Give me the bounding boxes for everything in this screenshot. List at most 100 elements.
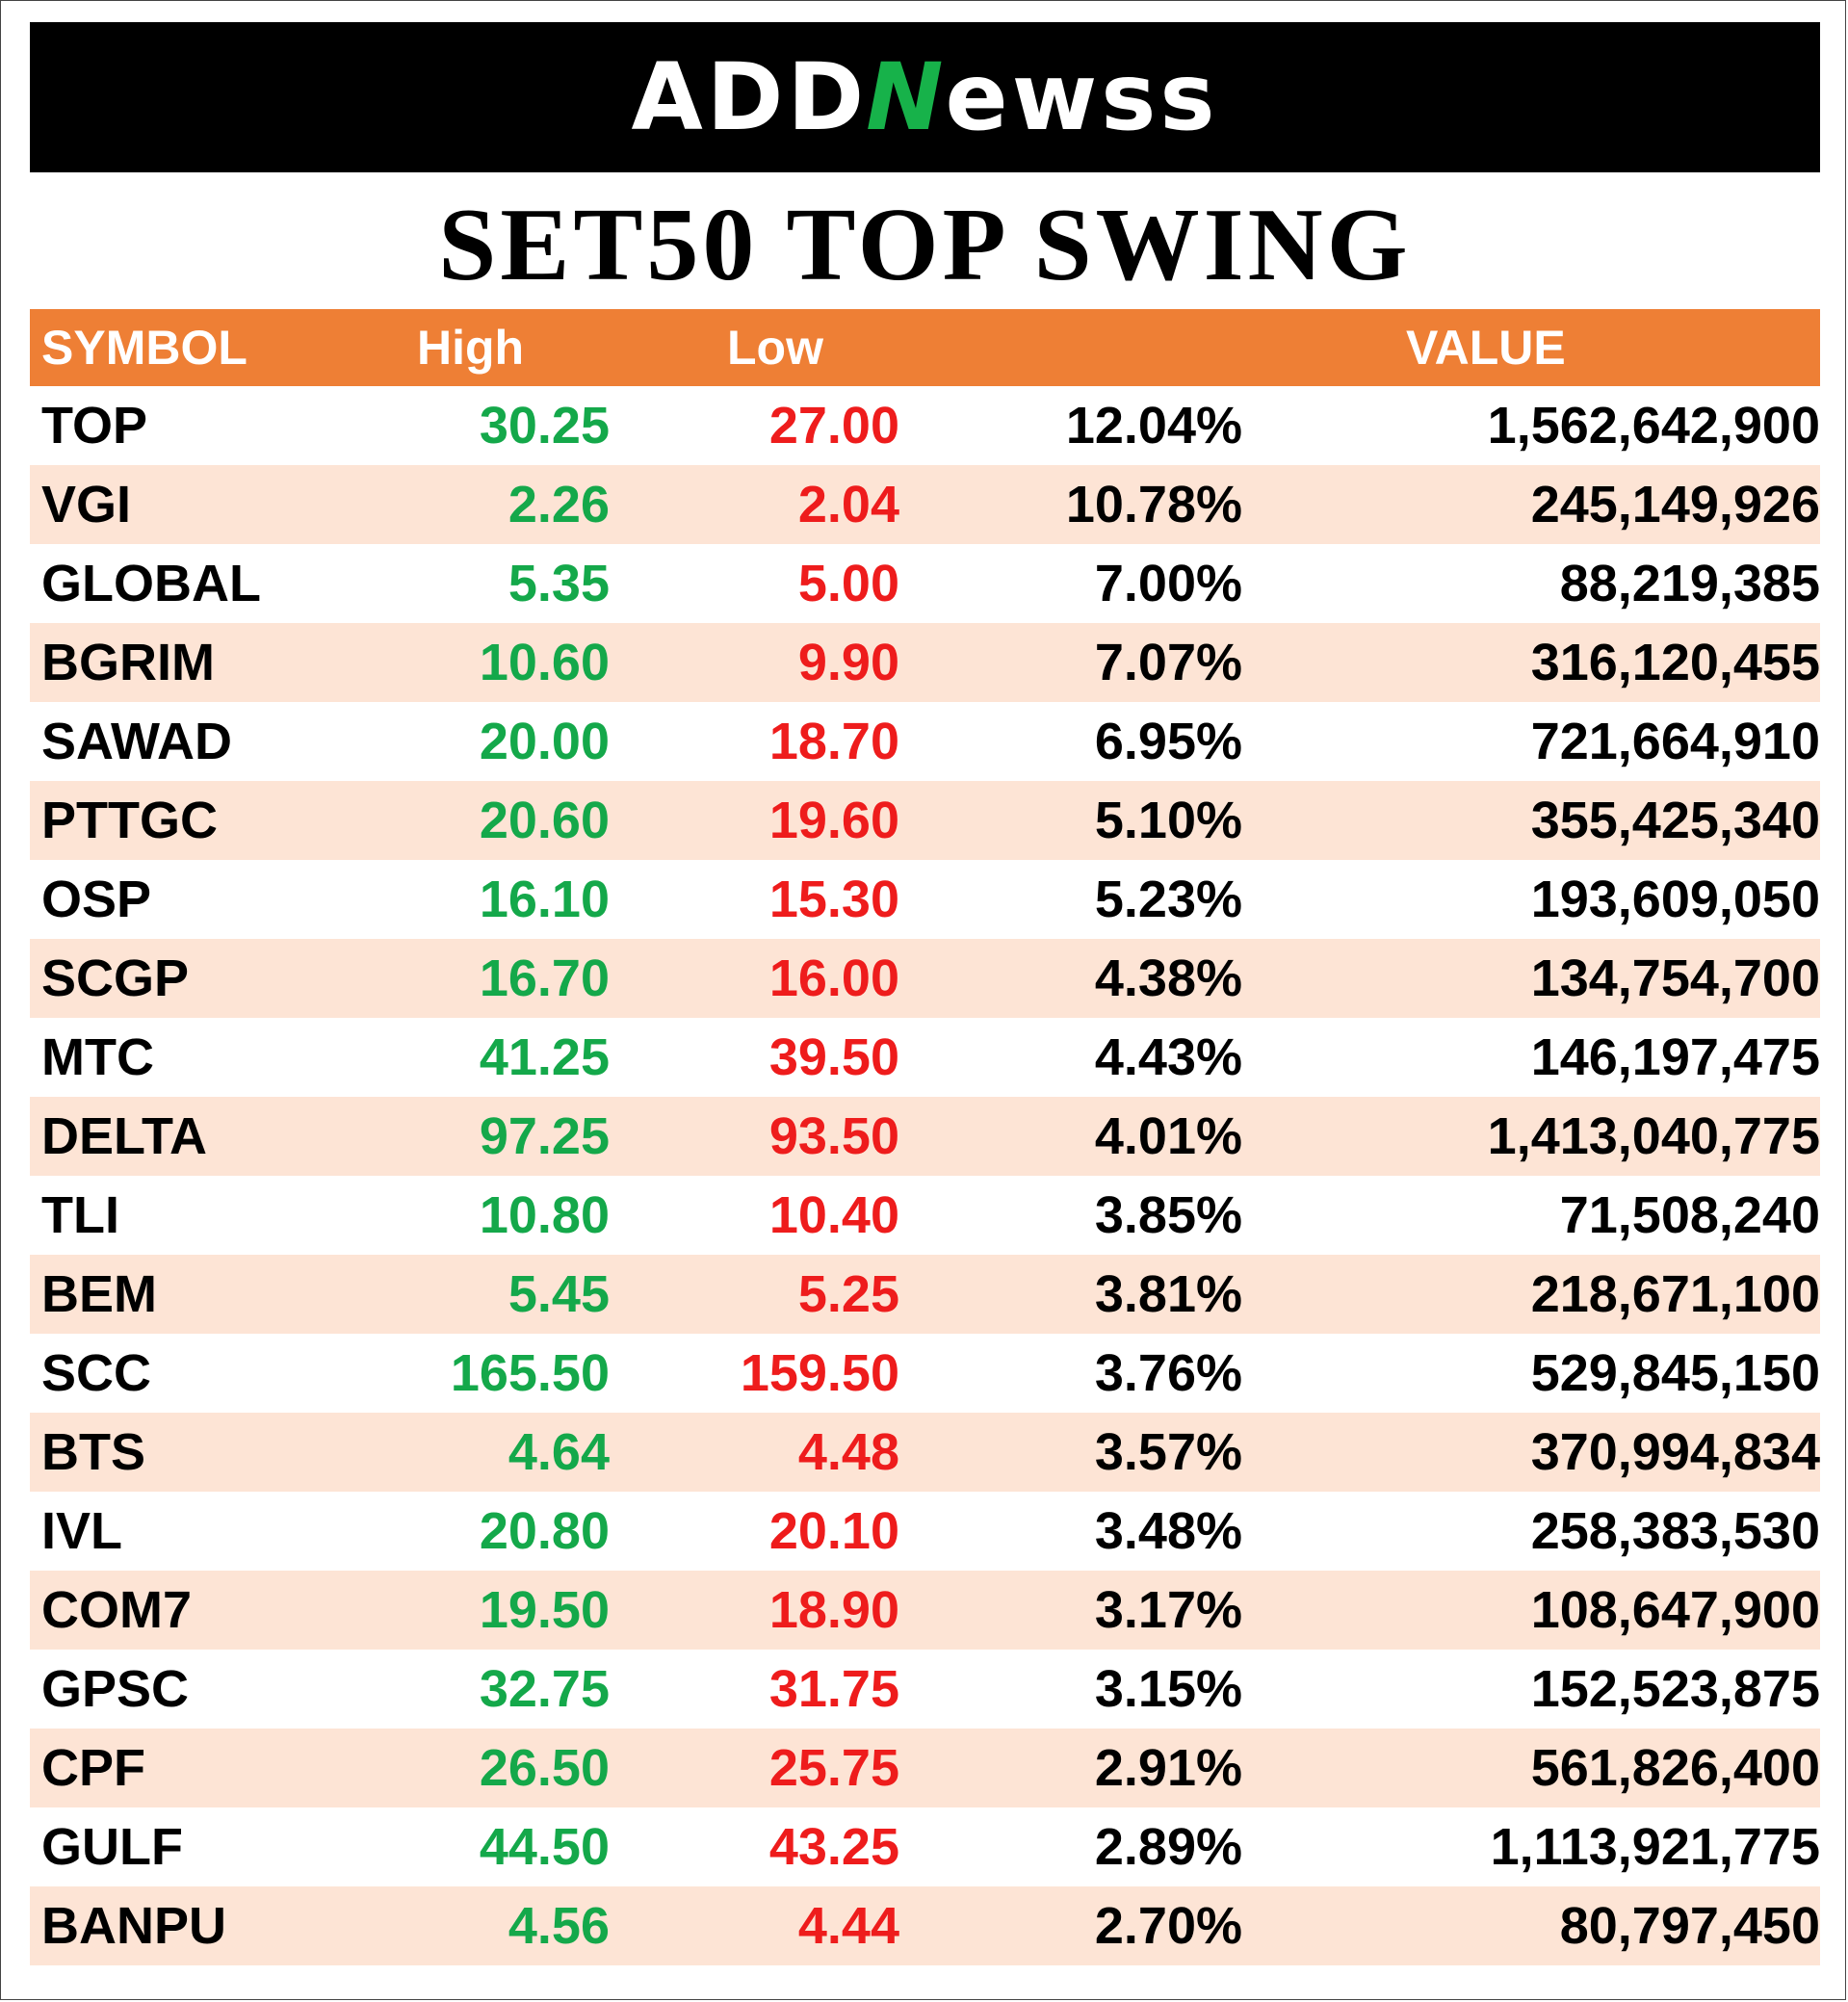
table-row: BANPU 4.56 4.44 2.70% 80,797,450 bbox=[30, 1886, 1820, 1965]
cell-high: 10.80 bbox=[479, 1186, 610, 1244]
cell-low: 10.40 bbox=[768, 1186, 899, 1244]
cell-high: 4.64 bbox=[508, 1423, 610, 1481]
cell-symbol: BANPU bbox=[41, 1897, 227, 1955]
table-body: TOP 30.25 27.00 12.04% 1,562,642,900 VGI 2.26 2… bbox=[30, 386, 1820, 1965]
cell-low: 27.00 bbox=[768, 397, 899, 455]
cell-low: 4.48 bbox=[797, 1423, 899, 1481]
cell-symbol: SCC bbox=[41, 1344, 152, 1402]
table-row: SCGP 16.70 16.00 4.38% 134,754,700 bbox=[30, 939, 1820, 1018]
cell-value: 1,562,642,900 bbox=[1487, 397, 1820, 455]
cell-high: 20.00 bbox=[479, 713, 610, 770]
cell-symbol: VGI bbox=[41, 476, 132, 533]
cell-symbol: GPSC bbox=[41, 1660, 190, 1718]
cell-pct: 7.00% bbox=[1094, 555, 1242, 612]
cell-pct: 3.81% bbox=[1094, 1265, 1242, 1323]
cell-high: 30.25 bbox=[479, 397, 610, 455]
table-row: PTTGC 20.60 19.60 5.10% 355,425,340 bbox=[30, 781, 1820, 860]
cell-high: 5.35 bbox=[508, 555, 610, 612]
cell-low: 31.75 bbox=[768, 1660, 899, 1718]
cell-pct: 2.89% bbox=[1094, 1818, 1242, 1876]
cell-pct: 12.04% bbox=[1065, 397, 1242, 455]
table-row: COM7 19.50 18.90 3.17% 108,647,900 bbox=[30, 1571, 1820, 1650]
cell-value: 218,671,100 bbox=[1530, 1265, 1820, 1323]
cell-value: 88,219,385 bbox=[1559, 555, 1820, 612]
cell-high: 16.70 bbox=[479, 949, 610, 1007]
cell-value: 370,994,834 bbox=[1530, 1423, 1820, 1481]
cell-value: 1,113,921,775 bbox=[1490, 1818, 1820, 1876]
cell-pct: 3.57% bbox=[1094, 1423, 1242, 1481]
table-row: GLOBAL 5.35 5.00 7.00% 88,219,385 bbox=[30, 544, 1820, 623]
cell-value: 146,197,475 bbox=[1530, 1028, 1820, 1086]
header-low: Low bbox=[727, 321, 823, 375]
table-row: SAWAD 20.00 18.70 6.95% 721,664,910 bbox=[30, 702, 1820, 781]
cell-pct: 3.48% bbox=[1094, 1502, 1242, 1560]
swing-table: SYMBOL High Low VALUE TOP 30.25 27.00 12.04… bbox=[30, 309, 1820, 1965]
cell-pct: 6.95% bbox=[1094, 713, 1242, 770]
cell-symbol: CPF bbox=[41, 1739, 145, 1797]
cell-symbol: COM7 bbox=[41, 1581, 193, 1639]
cell-low: 15.30 bbox=[768, 871, 899, 928]
cell-low: 43.25 bbox=[768, 1818, 899, 1876]
cell-value: 134,754,700 bbox=[1530, 949, 1820, 1007]
cell-pct: 4.38% bbox=[1094, 949, 1242, 1007]
logo-text-add: ADD bbox=[631, 43, 869, 151]
cell-symbol: PTTGC bbox=[41, 792, 218, 849]
cell-high: 2.26 bbox=[508, 476, 610, 533]
table-header: SYMBOL High Low VALUE bbox=[30, 309, 1820, 386]
cell-value: 71,508,240 bbox=[1559, 1186, 1820, 1244]
cell-value: 355,425,340 bbox=[1530, 792, 1820, 849]
cell-symbol: GULF bbox=[41, 1818, 183, 1876]
table-row: TLI 10.80 10.40 3.85% 71,508,240 bbox=[30, 1176, 1820, 1255]
cell-low: 19.60 bbox=[768, 792, 899, 849]
cell-high: 16.10 bbox=[479, 871, 610, 928]
table-row: BTS 4.64 4.48 3.57% 370,994,834 bbox=[30, 1413, 1820, 1492]
cell-value: 245,149,926 bbox=[1530, 476, 1820, 533]
cell-value: 316,120,455 bbox=[1530, 634, 1820, 691]
table-row: DELTA 97.25 93.50 4.01% 1,413,040,775 bbox=[30, 1097, 1820, 1176]
cell-pct: 4.01% bbox=[1094, 1107, 1242, 1165]
cell-symbol: TOP bbox=[41, 397, 148, 455]
cell-value: 258,383,530 bbox=[1530, 1502, 1820, 1560]
cell-high: 44.50 bbox=[479, 1818, 610, 1876]
cell-low: 20.10 bbox=[768, 1502, 899, 1560]
cell-low: 5.25 bbox=[797, 1265, 899, 1323]
cell-symbol: DELTA bbox=[41, 1107, 207, 1165]
cell-low: 18.90 bbox=[768, 1581, 899, 1639]
cell-high: 32.75 bbox=[479, 1660, 610, 1718]
table-row: TOP 30.25 27.00 12.04% 1,562,642,900 bbox=[30, 386, 1820, 465]
cell-high: 165.50 bbox=[450, 1344, 610, 1402]
cell-high: 97.25 bbox=[479, 1107, 610, 1165]
cell-value: 1,413,040,775 bbox=[1487, 1107, 1820, 1165]
cell-pct: 5.23% bbox=[1094, 871, 1242, 928]
cell-pct: 2.70% bbox=[1094, 1897, 1242, 1955]
cell-symbol: IVL bbox=[41, 1502, 123, 1560]
cell-low: 5.00 bbox=[797, 555, 899, 612]
logo-text-n: N bbox=[866, 43, 948, 151]
cell-high: 4.56 bbox=[508, 1897, 610, 1955]
cell-high: 41.25 bbox=[479, 1028, 610, 1086]
cell-value: 80,797,450 bbox=[1559, 1897, 1820, 1955]
cell-low: 9.90 bbox=[797, 634, 899, 691]
table-row: BGRIM 10.60 9.90 7.07% 316,120,455 bbox=[30, 623, 1820, 702]
cell-value: 108,647,900 bbox=[1530, 1581, 1820, 1639]
cell-low: 18.70 bbox=[768, 713, 899, 770]
cell-low: 159.50 bbox=[740, 1344, 899, 1402]
cell-pct: 7.07% bbox=[1094, 634, 1242, 691]
table-row: MTC 41.25 39.50 4.43% 146,197,475 bbox=[30, 1018, 1820, 1097]
cell-high: 19.50 bbox=[479, 1581, 610, 1639]
cell-symbol: SAWAD bbox=[41, 713, 233, 770]
logo-text-ewss: ewss bbox=[945, 43, 1219, 151]
cell-low: 93.50 bbox=[768, 1107, 899, 1165]
table-row: GPSC 32.75 31.75 3.15% 152,523,875 bbox=[30, 1650, 1820, 1729]
page-title: SET50 TOP SWING bbox=[438, 188, 1412, 302]
table-row: CPF 26.50 25.75 2.91% 561,826,400 bbox=[30, 1729, 1820, 1807]
cell-symbol: BGRIM bbox=[41, 634, 215, 691]
cell-value: 152,523,875 bbox=[1530, 1660, 1820, 1718]
cell-low: 39.50 bbox=[768, 1028, 899, 1086]
cell-symbol: BEM bbox=[41, 1265, 157, 1323]
cell-pct: 3.76% bbox=[1094, 1344, 1242, 1402]
header-value: VALUE bbox=[1406, 321, 1566, 375]
